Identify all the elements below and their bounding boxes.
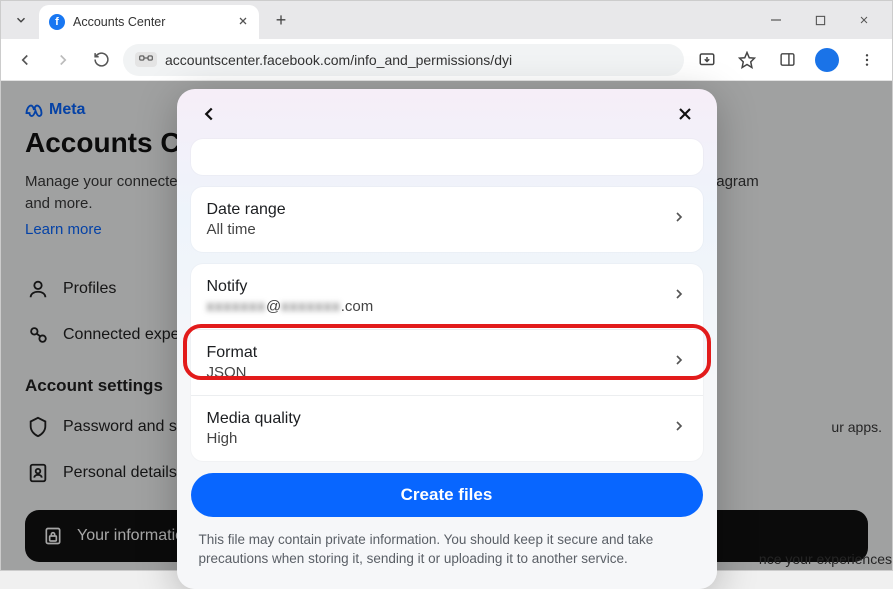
facebook-favicon: f: [49, 14, 65, 30]
site-info-icon[interactable]: [135, 52, 157, 67]
date-range-title: Date range: [207, 201, 286, 219]
media-quality-value: High: [207, 430, 301, 447]
format-title: Format: [207, 344, 258, 362]
minimize-button[interactable]: [754, 4, 798, 36]
brand-label: Meta: [49, 101, 85, 119]
format-value: JSON: [207, 364, 258, 381]
bookmark-icon[interactable]: [730, 43, 764, 77]
options-card: Notify xxxxxxx@xxxxxxx.com Format JSON M…: [191, 264, 703, 461]
install-app-icon[interactable]: [690, 43, 724, 77]
tab-strip: f Accounts Center +: [1, 1, 892, 39]
menu-icon[interactable]: [850, 43, 884, 77]
tab-search-dropdown[interactable]: [7, 6, 35, 34]
browser-chrome: f Accounts Center + accountscenter.faceb…: [1, 1, 892, 81]
back-icon[interactable]: [193, 98, 225, 130]
notify-row[interactable]: Notify xxxxxxx@xxxxxxx.com: [191, 264, 703, 329]
url-text: accountscenter.facebook.com/info_and_per…: [165, 52, 512, 68]
close-icon[interactable]: [669, 98, 701, 130]
date-range-value: All time: [207, 221, 286, 238]
create-files-button[interactable]: Create files: [191, 473, 703, 517]
window-controls: [754, 4, 886, 36]
address-bar[interactable]: accountscenter.facebook.com/info_and_per…: [123, 44, 684, 76]
chevron-right-icon: [671, 418, 687, 439]
side-panel-icon[interactable]: [770, 43, 804, 77]
avatar-icon: [815, 48, 839, 72]
chevron-right-icon: [671, 209, 687, 230]
close-window-button[interactable]: [842, 4, 886, 36]
chevron-right-icon: [671, 352, 687, 373]
chevron-right-icon: [671, 286, 687, 307]
date-range-card: Date range All time: [191, 187, 703, 252]
forward-button[interactable]: [47, 44, 79, 76]
download-info-modal: Date range All time Notify xxxxxxx@xxxxx…: [177, 89, 717, 589]
media-quality-row[interactable]: Media quality High: [191, 395, 703, 461]
partial-text-1: ur apps.: [831, 419, 882, 435]
format-row[interactable]: Format JSON: [191, 329, 703, 395]
tab-close-icon[interactable]: [237, 14, 249, 30]
nav-profiles-label: Profiles: [63, 280, 116, 298]
tab-title: Accounts Center: [73, 15, 229, 29]
date-range-row[interactable]: Date range All time: [191, 187, 703, 252]
new-tab-button[interactable]: +: [267, 6, 295, 34]
browser-tab[interactable]: f Accounts Center: [39, 5, 259, 39]
back-button[interactable]: [9, 44, 41, 76]
notify-title: Notify: [207, 278, 374, 296]
reload-button[interactable]: [85, 44, 117, 76]
modal-header: [177, 89, 717, 139]
nav-personal-label: Personal details: [63, 464, 177, 482]
disclaimer-text: This file may contain private informatio…: [177, 517, 717, 569]
partial-text-2: nce your experiences: [759, 551, 892, 567]
maximize-button[interactable]: [798, 4, 842, 36]
spacer-card: [191, 139, 703, 175]
profile-avatar[interactable]: [810, 43, 844, 77]
media-quality-title: Media quality: [207, 410, 301, 428]
notify-value: xxxxxxx@xxxxxxx.com: [207, 298, 374, 315]
modal-body: Date range All time Notify xxxxxxx@xxxxx…: [177, 139, 717, 461]
browser-toolbar: accountscenter.facebook.com/info_and_per…: [1, 39, 892, 81]
